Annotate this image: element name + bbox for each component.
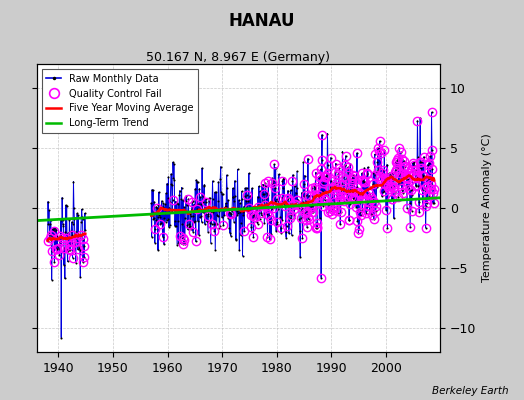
Text: HANAU: HANAU (229, 12, 295, 30)
Legend: Raw Monthly Data, Quality Control Fail, Five Year Moving Average, Long-Term Tren: Raw Monthly Data, Quality Control Fail, … (41, 69, 198, 133)
Title: 50.167 N, 8.967 E (Germany): 50.167 N, 8.967 E (Germany) (146, 51, 331, 64)
Y-axis label: Temperature Anomaly (°C): Temperature Anomaly (°C) (482, 134, 492, 282)
Text: Berkeley Earth: Berkeley Earth (432, 386, 508, 396)
